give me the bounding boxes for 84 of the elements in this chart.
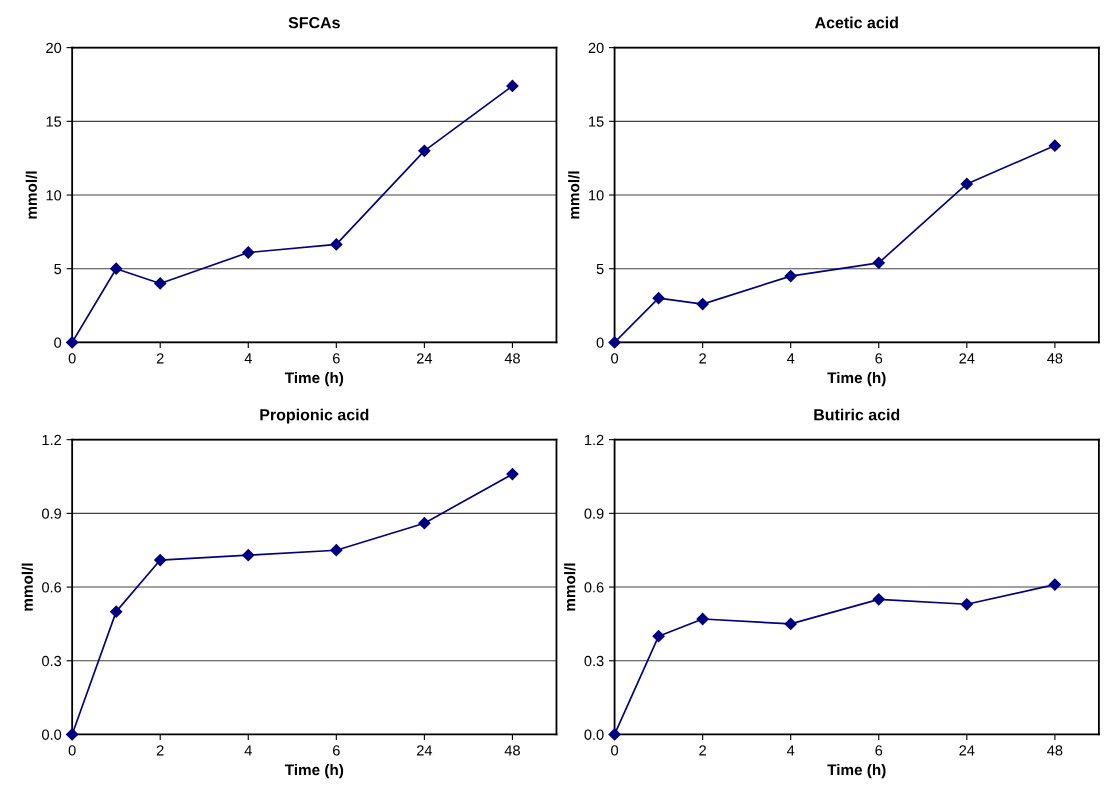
y-tick-label: 20 bbox=[588, 42, 604, 54]
point bbox=[506, 467, 519, 481]
point bbox=[330, 544, 343, 557]
point bbox=[1048, 139, 1061, 152]
chart-title: Butiric acid bbox=[814, 408, 900, 421]
x-tick-label: 48 bbox=[504, 353, 520, 364]
point bbox=[960, 177, 973, 191]
point bbox=[608, 336, 621, 349]
y-tick-label: 0.0 bbox=[42, 729, 62, 740]
point bbox=[872, 256, 885, 269]
x-tick-label: 2 bbox=[156, 745, 164, 756]
x-tick-label: 6 bbox=[875, 745, 883, 756]
point bbox=[154, 553, 167, 567]
x-tick-label: 4 bbox=[244, 745, 252, 756]
x-tick-label: 0 bbox=[68, 353, 76, 364]
x-tick-label: 2 bbox=[699, 353, 706, 364]
point bbox=[784, 269, 797, 283]
y-tick-label: 0.6 bbox=[584, 582, 604, 593]
point bbox=[784, 617, 797, 631]
chart-title: SFCAs bbox=[288, 17, 340, 29]
point bbox=[242, 246, 255, 259]
point bbox=[330, 238, 343, 251]
y-tick-label: 0.0 bbox=[584, 729, 604, 740]
y-tick-label: 15 bbox=[46, 116, 62, 127]
y-tick-label: 0.9 bbox=[42, 508, 62, 519]
point bbox=[696, 612, 709, 626]
x-tick-label: 2 bbox=[699, 745, 706, 756]
x-axis-title: Time (h) bbox=[284, 371, 344, 387]
y-tick-label: 20 bbox=[46, 42, 62, 54]
y-tick-label: 15 bbox=[589, 116, 604, 127]
x-tick-label: 48 bbox=[1047, 745, 1063, 756]
y-tick-label: 0.3 bbox=[42, 655, 62, 667]
y-tick-label: 5 bbox=[596, 263, 604, 275]
x-tick-label: 4 bbox=[244, 353, 252, 364]
x-tick-label: 0 bbox=[611, 745, 619, 756]
x-axis-title: Time (h) bbox=[827, 764, 886, 779]
x-tick-label: 0 bbox=[68, 745, 76, 756]
x-tick-label: 48 bbox=[1047, 353, 1063, 364]
x-tick-label: 2 bbox=[156, 353, 164, 364]
point bbox=[696, 297, 709, 311]
point bbox=[652, 292, 665, 305]
y-axis-title: mmol/l bbox=[25, 171, 38, 219]
point bbox=[872, 593, 885, 606]
point bbox=[608, 728, 621, 741]
x-tick-label: 0 bbox=[611, 353, 619, 364]
x-tick-label: 6 bbox=[333, 353, 340, 364]
x-tick-label: 6 bbox=[333, 745, 340, 756]
point bbox=[506, 79, 519, 93]
y-tick-label: 5 bbox=[54, 263, 62, 275]
y-tick-label: 0 bbox=[596, 337, 604, 348]
x-axis-title: Time (h) bbox=[827, 371, 886, 387]
point bbox=[66, 336, 79, 349]
x-tick-label: 24 bbox=[417, 353, 433, 364]
x-tick-label: 24 bbox=[959, 353, 975, 364]
x-tick-label: 4 bbox=[786, 353, 795, 364]
x-tick-label: 48 bbox=[504, 745, 520, 756]
chart-title: Acetic acid bbox=[814, 16, 898, 29]
point bbox=[652, 630, 665, 643]
y-axis-title: mmol/l bbox=[564, 563, 576, 611]
y-tick-label: 1.2 bbox=[585, 434, 604, 445]
x-tick-label: 24 bbox=[417, 745, 433, 756]
point bbox=[66, 728, 79, 741]
y-tick-label: 10 bbox=[46, 190, 62, 201]
y-tick-label: 0.9 bbox=[584, 508, 604, 519]
y-axis-title: mmol/l bbox=[568, 171, 580, 219]
y-tick-label: 0.6 bbox=[42, 582, 62, 593]
x-tick-label: 6 bbox=[875, 353, 883, 364]
x-tick-label: 24 bbox=[959, 745, 975, 756]
point bbox=[242, 549, 255, 562]
y-axis-title: mmol/l bbox=[21, 563, 34, 611]
y-tick-label: 10 bbox=[589, 190, 604, 201]
y-tick-label: 0.3 bbox=[584, 655, 604, 667]
chart-title: Propionic acid bbox=[260, 408, 369, 424]
x-tick-label: 4 bbox=[786, 745, 795, 756]
point bbox=[418, 144, 431, 157]
x-axis-title: Time (h) bbox=[284, 764, 344, 779]
point bbox=[1048, 578, 1061, 591]
point bbox=[418, 517, 431, 530]
y-tick-label: 1.2 bbox=[42, 434, 61, 445]
point bbox=[110, 605, 123, 618]
y-tick-label: 0 bbox=[54, 337, 62, 348]
point bbox=[960, 598, 973, 611]
point bbox=[154, 277, 167, 290]
point bbox=[110, 262, 123, 275]
